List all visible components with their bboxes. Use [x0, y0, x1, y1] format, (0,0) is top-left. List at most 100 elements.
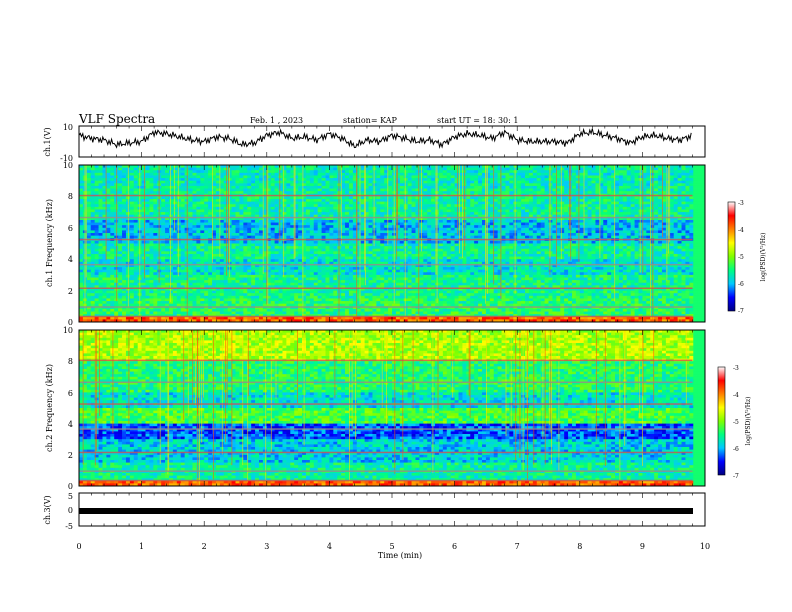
spectrogram-cell: [219, 175, 225, 179]
spectrogram-cell: [274, 206, 279, 210]
spectrogram-cell: [568, 185, 573, 189]
spectrogram-cell: [208, 240, 213, 244]
spectrogram-cell: [298, 227, 303, 231]
spectrogram-cell: [395, 180, 401, 184]
spectrogram-cell: [478, 222, 483, 226]
spectrogram-cell: [302, 240, 307, 244]
spectrogram-cell: [607, 233, 612, 237]
spectrogram-cell: [341, 204, 346, 208]
spectrogram-cell: [611, 227, 616, 231]
spectrogram-cell: [223, 235, 229, 239]
spectrogram-cell: [403, 206, 409, 210]
spectrogram-cell: [176, 206, 182, 210]
spectrogram-cell: [618, 204, 624, 208]
spectrogram-cell: [646, 214, 651, 218]
spectrogram-cell: [517, 172, 522, 176]
spectrogram-cell: [630, 212, 635, 216]
spectrogram-cell: [634, 235, 639, 239]
spectrogram-cell: [411, 235, 416, 239]
spectrogram-cell: [180, 212, 186, 216]
spectrogram-cell: [701, 227, 705, 231]
spectrogram-cell: [485, 178, 491, 182]
spectrogram-cell: [607, 225, 612, 229]
spectrogram-cell: [380, 206, 385, 210]
spectrogram-cell: [231, 172, 236, 176]
spectrogram-cell: [571, 225, 577, 229]
spectrogram-cell: [79, 191, 84, 195]
spectrogram-cell: [607, 165, 612, 169]
spectrogram-cell: [458, 204, 463, 208]
spectrogram-cell: [388, 206, 393, 210]
spectrogram-cell: [607, 217, 612, 221]
spectrogram-cell: [544, 188, 549, 192]
spectrogram-cell: [364, 227, 369, 231]
spectrogram-cell: [110, 185, 115, 189]
spectrogram-cell: [388, 217, 393, 221]
spectrogram-cell: [532, 233, 538, 237]
spectrogram-cell: [595, 183, 600, 187]
spectrogram-cell: [673, 188, 679, 192]
spectrogram-cell: [595, 188, 600, 192]
spectrogram-cell: [450, 240, 455, 244]
spectrogram-cell: [438, 209, 444, 213]
spectrogram-cell: [282, 209, 287, 213]
spectrogram-cell: [122, 183, 127, 187]
spectrogram-cell: [701, 172, 705, 176]
spectrogram-cell: [325, 199, 330, 203]
spectrogram-cell: [247, 180, 252, 184]
spectrogram-cell: [219, 196, 225, 200]
spectrogram-cell: [618, 201, 624, 205]
spectrogram-cell: [348, 209, 354, 213]
spectrogram-cell: [290, 188, 295, 192]
spectrogram-cell: [305, 199, 311, 203]
spectrogram-cell: [689, 204, 694, 208]
spectrogram-cell: [489, 175, 495, 179]
spectrogram-cell: [540, 175, 545, 179]
spectrogram-cell: [219, 199, 225, 203]
spectrogram-cell: [305, 222, 311, 226]
spectrogram-cell: [681, 185, 686, 189]
spectrogram-cell: [313, 212, 319, 216]
spectrogram-cell: [208, 219, 213, 223]
spectrogram-cell: [196, 219, 201, 223]
spectrogram-cell: [110, 199, 115, 203]
spectrogram-cell: [262, 217, 268, 221]
spectrogram-cell: [693, 180, 698, 184]
spectrogram-cell: [579, 209, 585, 213]
spectrogram-cell: [165, 170, 170, 174]
spectrogram-cell: [611, 233, 616, 237]
spectrogram-cell: [673, 191, 679, 195]
spectrogram-cell: [442, 178, 448, 182]
spectrogram-cell: [251, 180, 256, 184]
spectrogram-cell: [380, 196, 385, 200]
spectrogram-cell: [329, 214, 334, 218]
spectrogram-cell: [634, 233, 639, 237]
spectrogram-cell: [654, 183, 659, 187]
spectrogram-cell: [446, 201, 452, 205]
spectrogram-cell: [497, 227, 502, 231]
spectrogram-cell: [196, 183, 201, 187]
spectrogram-cell: [110, 212, 115, 216]
spectrogram-cell: [618, 222, 624, 226]
spectrogram-cell: [665, 214, 671, 218]
spectrogram-cell: [129, 183, 135, 187]
spectrogram-cell: [86, 170, 92, 174]
spectrogram-cell: [274, 185, 279, 189]
spectrogram-cell: [223, 204, 229, 208]
spectrogram-cell: [290, 233, 295, 237]
spectrogram-cell: [540, 217, 545, 221]
spectrogram-cell: [118, 188, 123, 192]
spectrogram-cell: [200, 230, 205, 234]
spectrogram-cell: [481, 201, 487, 205]
spectrogram-cell: [607, 222, 612, 226]
spectrogram-cell: [395, 188, 401, 192]
spectrogram-cell: [509, 243, 514, 247]
spectrogram-cell: [474, 178, 479, 182]
spectrogram-cell: [403, 180, 409, 184]
spectrogram-cell: [525, 204, 530, 208]
spectrogram-cell: [208, 185, 213, 189]
spectrogram-cell: [415, 201, 420, 205]
spectrogram-cell: [454, 225, 459, 229]
spectrogram-cell: [184, 172, 189, 176]
spectrogram-cell: [329, 222, 334, 226]
